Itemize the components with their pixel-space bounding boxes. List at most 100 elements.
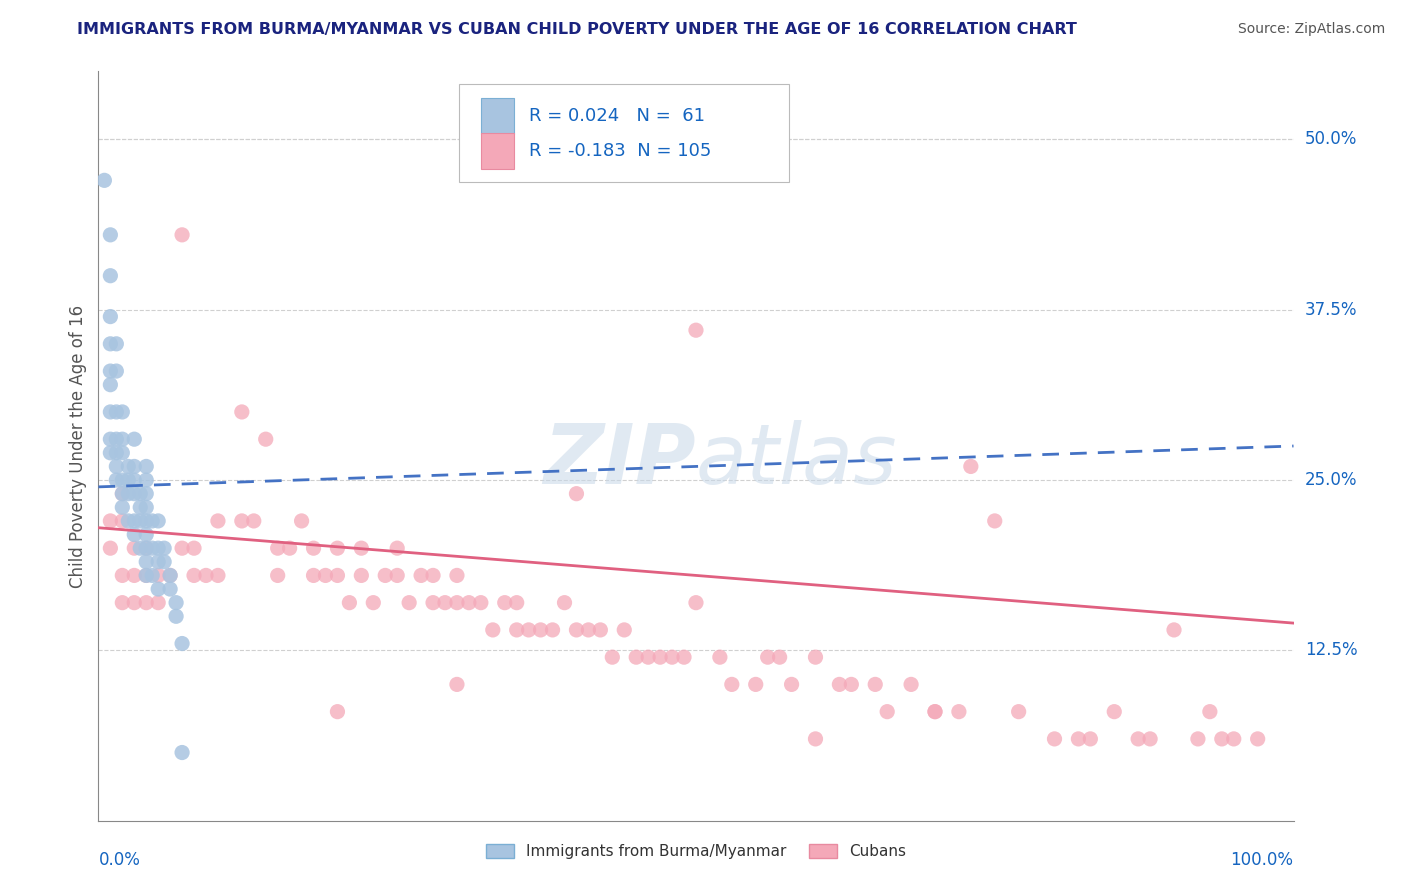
Point — [111, 514, 134, 528]
FancyBboxPatch shape — [481, 133, 515, 169]
Point — [470, 596, 492, 610]
Point — [148, 596, 170, 610]
Point — [780, 677, 803, 691]
Point — [124, 459, 146, 474]
Point — [602, 650, 624, 665]
Point — [98, 310, 122, 324]
Point — [243, 514, 266, 528]
Point — [326, 705, 349, 719]
Point — [111, 446, 134, 460]
Point — [541, 623, 564, 637]
Point — [458, 596, 481, 610]
Point — [153, 541, 176, 556]
Point — [111, 473, 134, 487]
Point — [685, 323, 707, 337]
Point — [841, 677, 863, 691]
Point — [135, 486, 157, 500]
Point — [98, 336, 122, 351]
Point — [183, 568, 205, 582]
Point — [278, 541, 301, 556]
Point — [363, 596, 385, 610]
Point — [685, 596, 707, 610]
Point — [135, 459, 157, 474]
Point — [135, 568, 157, 582]
Point — [172, 636, 194, 650]
Point — [637, 650, 659, 665]
Point — [1043, 731, 1066, 746]
Point — [517, 623, 540, 637]
Point — [1187, 731, 1209, 746]
Point — [98, 541, 122, 556]
Point — [124, 527, 146, 541]
Point — [434, 596, 457, 610]
Text: 100.0%: 100.0% — [1230, 851, 1294, 869]
Point — [117, 486, 139, 500]
Point — [422, 596, 444, 610]
Point — [135, 527, 157, 541]
Point — [148, 582, 170, 596]
Point — [326, 541, 349, 556]
Point — [117, 514, 139, 528]
Legend: Immigrants from Burma/Myanmar, Cubans: Immigrants from Burma/Myanmar, Cubans — [479, 838, 912, 865]
Point — [1008, 705, 1031, 719]
Point — [661, 650, 683, 665]
Point — [1067, 731, 1090, 746]
Point — [111, 486, 134, 500]
Point — [141, 541, 163, 556]
Point — [339, 596, 361, 610]
Point — [673, 650, 696, 665]
Point — [613, 623, 636, 637]
Point — [374, 568, 396, 582]
Point — [111, 596, 134, 610]
Point — [124, 541, 146, 556]
Point — [721, 677, 744, 691]
Point — [1223, 731, 1246, 746]
Point — [159, 568, 181, 582]
Point — [117, 473, 139, 487]
Point — [828, 677, 851, 691]
Point — [1139, 731, 1161, 746]
Text: 50.0%: 50.0% — [1305, 130, 1357, 148]
Point — [135, 500, 157, 515]
Point — [159, 582, 181, 596]
Y-axis label: Child Poverty Under the Age of 16: Child Poverty Under the Age of 16 — [69, 304, 87, 588]
Point — [105, 473, 128, 487]
Point — [105, 432, 128, 446]
Point — [93, 173, 115, 187]
Point — [207, 514, 229, 528]
Text: Source: ZipAtlas.com: Source: ZipAtlas.com — [1237, 22, 1385, 37]
Point — [804, 650, 827, 665]
Point — [111, 568, 134, 582]
Point — [876, 705, 898, 719]
Point — [148, 541, 170, 556]
Point — [924, 705, 946, 719]
Point — [129, 514, 152, 528]
Point — [148, 555, 170, 569]
Point — [1211, 731, 1233, 746]
Point — [626, 650, 648, 665]
Point — [589, 623, 612, 637]
Point — [148, 568, 170, 582]
Point — [172, 746, 194, 760]
Point — [446, 677, 468, 691]
Point — [446, 596, 468, 610]
Point — [172, 541, 194, 556]
Point — [98, 432, 122, 446]
Text: ZIP: ZIP — [543, 420, 696, 501]
Point — [98, 514, 122, 528]
Point — [129, 500, 152, 515]
Point — [315, 568, 337, 582]
Point — [900, 677, 922, 691]
Point — [267, 541, 290, 556]
Point — [135, 541, 157, 556]
Point — [135, 473, 157, 487]
Point — [350, 568, 373, 582]
Point — [111, 432, 134, 446]
Point — [254, 432, 277, 446]
Point — [117, 459, 139, 474]
Point — [1163, 623, 1185, 637]
Point — [506, 623, 529, 637]
Point — [984, 514, 1007, 528]
Point — [506, 596, 529, 610]
Text: IMMIGRANTS FROM BURMA/MYANMAR VS CUBAN CHILD POVERTY UNDER THE AGE OF 16 CORRELA: IMMIGRANTS FROM BURMA/MYANMAR VS CUBAN C… — [77, 22, 1077, 37]
